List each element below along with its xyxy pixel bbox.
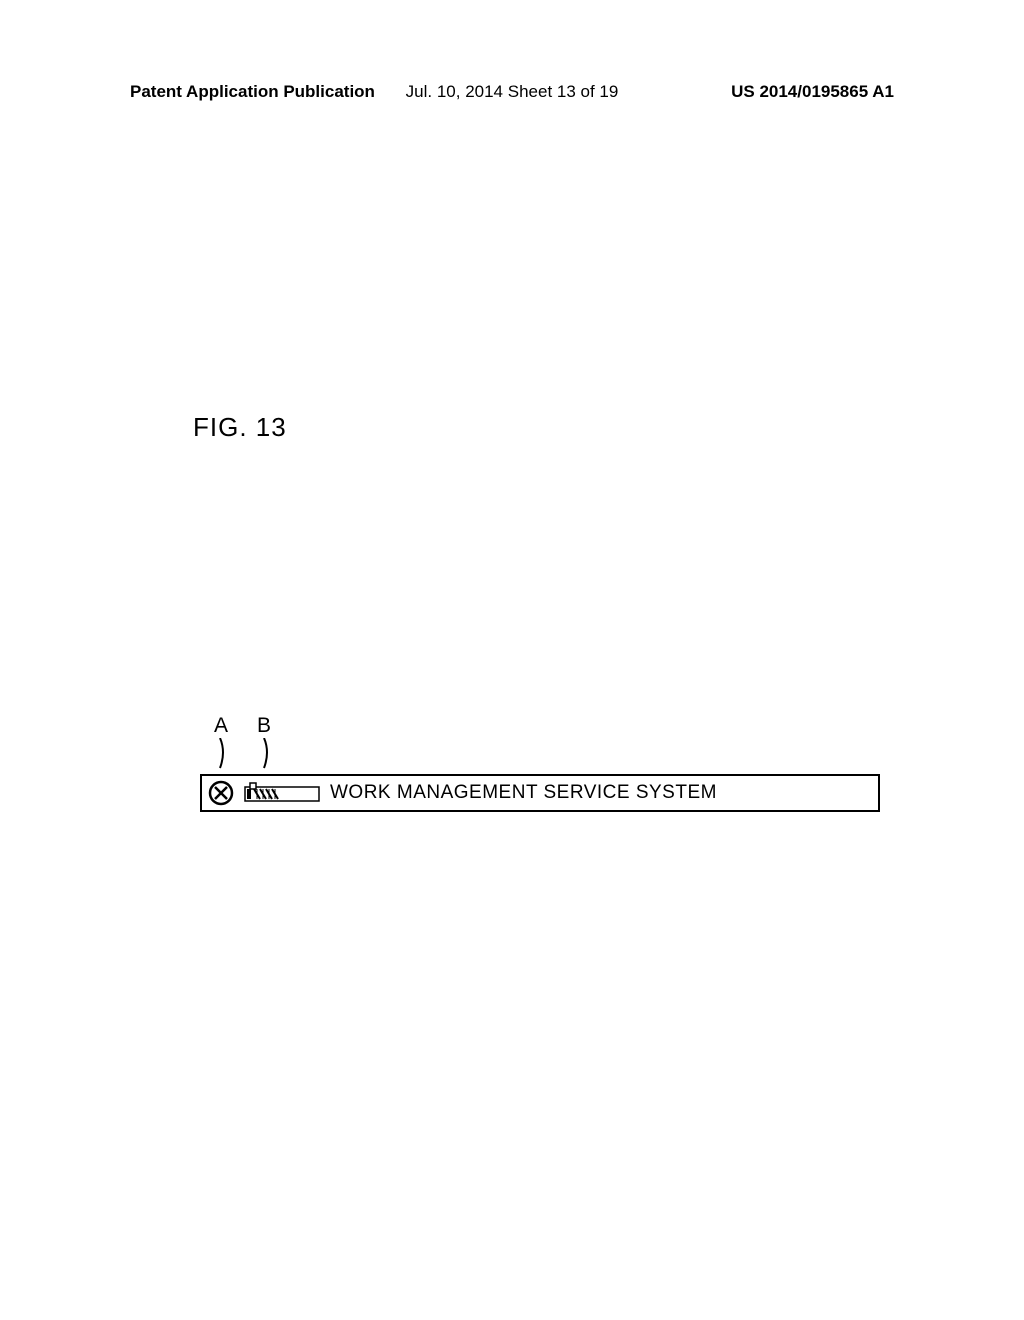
status-bar: WORK MANAGEMENT SERVICE SYSTEM: [200, 774, 880, 812]
patent-number: US 2014/0195865 A1: [731, 82, 894, 102]
status-bar-text: WORK MANAGEMENT SERVICE SYSTEM: [330, 782, 717, 804]
figure-label: FIG. 13: [193, 412, 287, 443]
callout-pointer-a-icon: [214, 738, 234, 774]
date-sheet-info: Jul. 10, 2014 Sheet 13 of 19: [406, 82, 619, 102]
callout-labels: A B: [200, 714, 880, 774]
callout-label-a: A: [214, 714, 228, 738]
progress-bar-icon: [244, 780, 320, 806]
page-header: Patent Application Publication Jul. 10, …: [0, 82, 1024, 102]
callout-pointer-b-icon: [258, 738, 278, 774]
close-x-icon: [208, 780, 234, 806]
callout-label-b: B: [257, 714, 271, 738]
diagram-container: A B WORK MANAGEMENT SERVICE SYSTE: [200, 714, 880, 812]
publication-label: Patent Application Publication: [130, 82, 375, 102]
